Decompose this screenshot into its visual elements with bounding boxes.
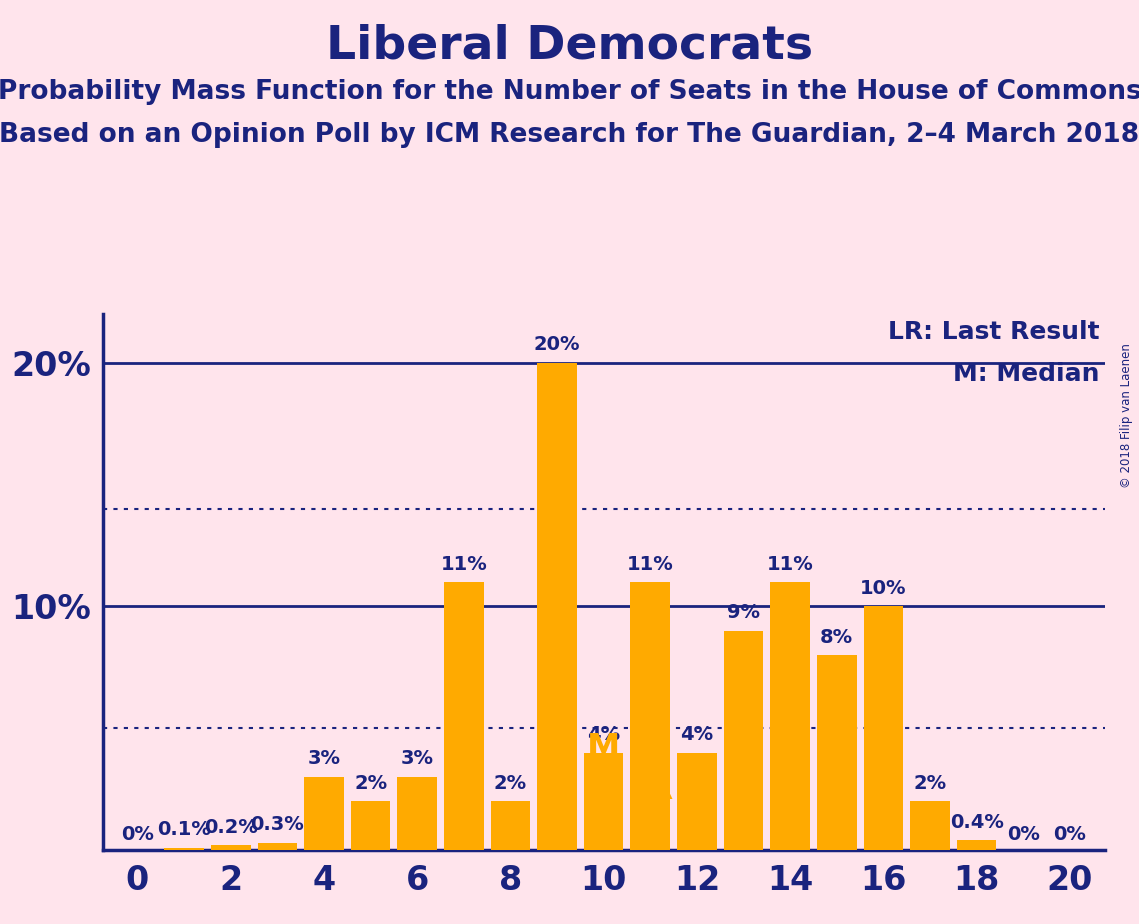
Bar: [817, 655, 857, 850]
Bar: [770, 582, 810, 850]
Bar: [257, 843, 297, 850]
Bar: [677, 753, 716, 850]
Bar: [491, 801, 531, 850]
Text: 0.1%: 0.1%: [157, 821, 211, 839]
Text: 3%: 3%: [401, 749, 434, 769]
Text: 0%: 0%: [1054, 825, 1087, 844]
Text: 2%: 2%: [913, 773, 947, 793]
Bar: [723, 631, 763, 850]
Text: Probability Mass Function for the Number of Seats in the House of Commons: Probability Mass Function for the Number…: [0, 79, 1139, 104]
Text: 20%: 20%: [534, 335, 580, 355]
Text: LR: Last Result: LR: Last Result: [888, 320, 1100, 344]
Bar: [164, 847, 204, 850]
Text: © 2018 Filip van Laenen: © 2018 Filip van Laenen: [1121, 344, 1133, 488]
Text: 2%: 2%: [494, 773, 527, 793]
Text: 0%: 0%: [1007, 825, 1040, 844]
Bar: [304, 777, 344, 850]
Text: 4%: 4%: [680, 725, 713, 744]
Text: 2%: 2%: [354, 773, 387, 793]
Text: 11%: 11%: [441, 554, 487, 574]
Text: 0.2%: 0.2%: [204, 818, 257, 837]
Text: 0%: 0%: [121, 825, 154, 844]
Text: 8%: 8%: [820, 627, 853, 647]
Text: 11%: 11%: [767, 554, 813, 574]
Bar: [538, 363, 576, 850]
Bar: [863, 606, 903, 850]
Bar: [584, 753, 623, 850]
Text: LR: LR: [626, 773, 674, 807]
Text: Based on an Opinion Poll by ICM Research for The Guardian, 2–4 March 2018: Based on an Opinion Poll by ICM Research…: [0, 122, 1139, 148]
Bar: [957, 840, 997, 850]
Text: 9%: 9%: [727, 603, 760, 623]
Text: 10%: 10%: [860, 579, 907, 598]
Bar: [444, 582, 484, 850]
Text: 11%: 11%: [626, 554, 673, 574]
Bar: [910, 801, 950, 850]
Text: 0.4%: 0.4%: [950, 813, 1003, 832]
Text: 0.3%: 0.3%: [251, 815, 304, 834]
Bar: [398, 777, 437, 850]
Bar: [211, 845, 251, 850]
Text: M: M: [587, 732, 621, 765]
Text: Liberal Democrats: Liberal Democrats: [326, 23, 813, 68]
Text: 3%: 3%: [308, 749, 341, 769]
Text: M: Median: M: Median: [953, 362, 1100, 386]
Text: 4%: 4%: [587, 725, 621, 744]
Bar: [631, 582, 670, 850]
Bar: [351, 801, 391, 850]
